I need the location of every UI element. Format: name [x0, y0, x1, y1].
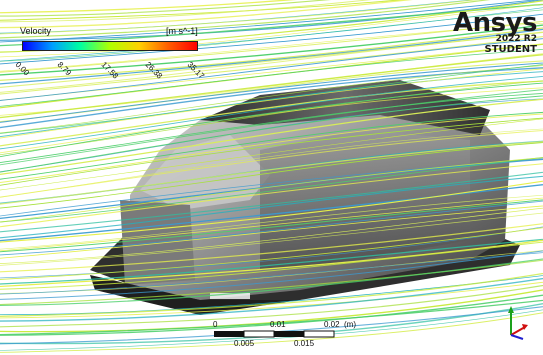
streamline	[0, 241, 543, 290]
streamline	[0, 111, 543, 180]
scale-label: (m)	[344, 320, 356, 329]
streamline	[0, 71, 543, 138]
streamline	[0, 62, 543, 123]
streamline	[0, 223, 543, 273]
streamline	[0, 76, 543, 150]
streamline	[0, 163, 543, 228]
streamline	[0, 180, 543, 243]
streamline	[0, 289, 543, 333]
streamline	[0, 281, 543, 319]
streamline	[0, 252, 543, 295]
scale-label: 0.01	[270, 320, 286, 329]
streamline	[0, 294, 543, 336]
streamline	[0, 0, 491, 39]
streamline	[0, 28, 543, 85]
scale-label: 0.005	[234, 339, 255, 348]
streamline	[0, 82, 543, 158]
legend-tick: 17.58	[99, 60, 121, 81]
streamline	[0, 312, 543, 353]
streamline	[0, 0, 331, 17]
streamline	[0, 20, 543, 73]
streamline	[0, 184, 543, 242]
axis-triad[interactable]	[503, 303, 529, 341]
streamline	[0, 38, 543, 101]
streamline	[0, 142, 543, 209]
streamline	[0, 49, 543, 107]
streamline	[0, 140, 543, 205]
streamline	[0, 3, 543, 58]
streamline	[0, 199, 543, 253]
legend-tick: 35.17	[185, 60, 207, 81]
legend-tick: 0.00	[13, 60, 32, 78]
streamline	[0, 130, 543, 198]
scale-bar: 0 0.01 0.02 (m) 0.005 0.015	[210, 318, 360, 348]
streamline	[0, 156, 543, 223]
streamline	[0, 157, 543, 223]
streamline	[0, 117, 543, 186]
streamline	[0, 27, 543, 81]
streamline	[0, 31, 543, 93]
ansys-branding: Ansys 2022 R2 STUDENT	[452, 8, 538, 55]
brand-name: Ansys	[452, 8, 538, 38]
streamline	[0, 68, 543, 139]
streamline	[0, 239, 543, 288]
axis-triad-icon	[508, 306, 528, 340]
streamline	[0, 89, 543, 166]
streamline	[0, 175, 543, 239]
streamline	[0, 95, 543, 173]
streamline	[0, 258, 543, 306]
velocity-legend: Velocity [m s^-1] 0.00 8.79 17.58 26.38 …	[13, 24, 207, 84]
streamline	[0, 0, 543, 41]
scale-label: 0	[213, 320, 218, 329]
streamline	[0, 272, 543, 317]
scale-label: 0.02	[324, 320, 340, 329]
streamline	[0, 36, 543, 95]
streamline	[0, 13, 543, 65]
streamline	[0, 7, 543, 62]
streamline	[0, 87, 543, 154]
streamline	[0, 80, 543, 147]
streamline	[0, 98, 543, 175]
streamline	[0, 0, 538, 43]
streamline	[0, 212, 543, 266]
streamline	[0, 93, 543, 163]
streamline	[0, 0, 479, 35]
streamline	[0, 0, 372, 23]
streamline	[0, 200, 543, 256]
streamline	[0, 158, 543, 219]
brand-version: 2022 R2	[495, 34, 537, 44]
streamline	[0, 113, 543, 183]
streamline	[0, 299, 543, 336]
streamline	[0, 54, 543, 119]
streamline	[0, 0, 297, 14]
streamline	[0, 205, 543, 259]
scale-label: 0.015	[294, 339, 315, 348]
streamline	[0, 277, 543, 322]
legend-units: [m s^-1]	[166, 26, 198, 36]
streamline	[0, 284, 543, 328]
streamline	[0, 24, 543, 76]
streamline	[0, 171, 543, 233]
legend-colorbar	[22, 41, 198, 51]
streamline	[0, 250, 543, 300]
streamline	[0, 118, 543, 191]
streamline	[0, 238, 543, 285]
scale-bar-ruler	[214, 330, 335, 338]
legend-tick: 8.79	[55, 60, 74, 78]
streamline	[0, 207, 543, 264]
streamline	[0, 194, 543, 250]
streamline	[0, 0, 414, 29]
legend-title: Velocity	[20, 26, 52, 36]
streamline	[0, 227, 543, 280]
brand-edition: STUDENT	[484, 44, 537, 55]
legend-tick: 26.38	[143, 60, 165, 81]
streamline	[0, 226, 543, 279]
streamline	[0, 309, 543, 351]
streamline	[0, 65, 543, 134]
streamline	[0, 197, 543, 252]
